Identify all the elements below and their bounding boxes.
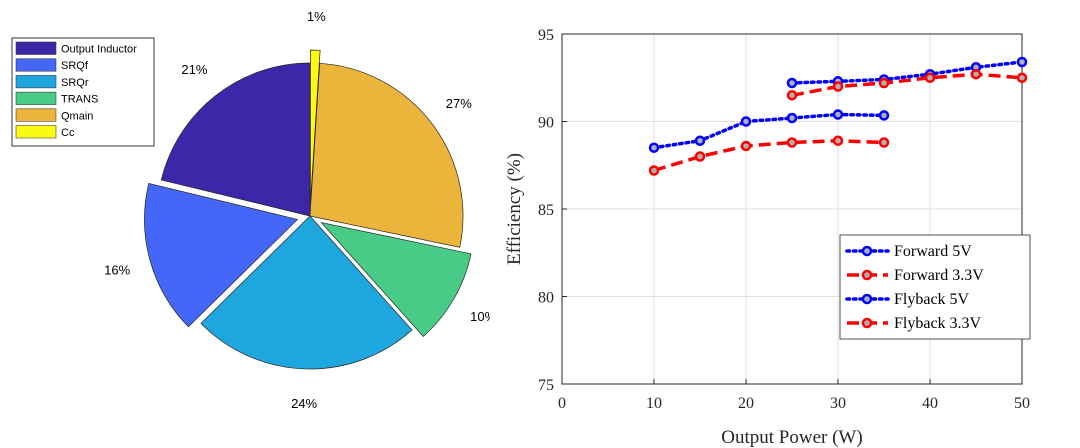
pie-label-srqr: 24% [291,396,317,411]
series-point-flyback-5v [832,109,844,120]
pie-slice-output-inductor [160,62,311,217]
series-point-forward-3-3v [832,81,844,92]
x-axis-title: Output Power (W) [721,427,862,448]
legend-label-forward-5v: Forward 5V [894,243,972,260]
pie-label-trans: 10% [470,309,490,324]
axis-ticks: 0 10 20 30 40 50 75 80 85 90 95 [538,27,1030,412]
y-tick-label: 80 [538,290,554,307]
pie-chart: 21% 16% 24% 10% 27% 1% Output Inductor SRQf SRQ… [11,9,490,411]
series-point-flyback-3-3v [694,151,706,162]
pie-legend-label-output-inductor: Output Inductor [61,44,137,56]
series-point-flyback-3-3v [786,137,798,148]
pie-legend-label-qmain: Qmain [61,110,93,122]
y-tick-label: 85 [538,202,554,219]
legend-marker-forward-3-3v [861,269,873,281]
series-point-flyback-5v [694,135,706,146]
pie-label-srqf: 16% [104,262,130,277]
legend-label-flyback-5v: Flyback 5V [894,291,970,308]
legend-label-forward-3-3v: Forward 3.3V [894,267,984,284]
pie-legend-swatch-srqr [15,75,57,89]
x-tick-label: 10 [646,395,662,412]
x-tick-label: 30 [830,395,846,412]
series-point-forward-3-3v [786,90,798,101]
pie-legend-swatch-qmain [15,108,57,122]
series-line-forward-3-3v [791,72,1023,98]
pie-slice-cc [310,49,321,204]
x-tick-label: 40 [922,395,938,412]
x-tick-label: 50 [1014,395,1030,412]
pie-slice-srqf [144,182,299,328]
legend-marker-flyback-3-3v [861,317,873,329]
series-line-forward-5v [790,60,1024,85]
pie-label-qmain: 27% [446,96,472,111]
x-tick-label: 20 [738,395,754,412]
pie-slice-srqr [200,215,413,370]
line-chart: 0 10 20 30 40 50 75 80 85 90 95 Output Power (W) E… [504,27,1031,448]
series-point-forward-3-3v [1016,72,1028,84]
legend-marker-flyback-5v [861,293,873,305]
y-tick-label: 75 [538,377,554,394]
y-tick-label: 95 [538,27,554,44]
pie-legend-swatch-cc [15,125,57,139]
pie-slices [144,49,472,370]
series-point-forward-5v [1016,56,1028,68]
series-point-flyback-5v [648,142,660,153]
pie-label-cc: 1% [307,9,326,24]
pie-legend-label-trans: TRANS [61,94,98,106]
series-point-flyback-3-3v [648,165,660,176]
x-tick-label: 0 [558,395,566,412]
pie-labels: 21% 16% 24% 10% 27% 1% [104,9,490,411]
y-tick-label: 90 [538,115,554,132]
series-point-forward-3-3v [924,72,936,84]
pie-legend-swatch-output-inductor [15,41,57,55]
pie-legend: Output Inductor SRQf SRQr TRANS Qmain Cc [11,37,155,147]
pie-legend-swatch-srqf [15,58,57,72]
series-line-flyback-5v [652,112,886,150]
pie-legend-swatch-trans [15,91,57,105]
pie-label-output-inductor: 21% [181,62,207,77]
series-point-forward-3-3v [878,77,890,89]
series-point-flyback-3-3v [878,137,890,148]
series-point-flyback-5v [786,112,798,124]
pie-legend-label-srqf: SRQf [61,60,89,72]
series-point-forward-5v [786,77,798,89]
pie-legend-label-srqr: SRQr [61,77,89,89]
pie-slice-qmain [309,62,464,248]
legend-label-flyback-3-3v: Flyback 3.3V [894,315,982,332]
y-axis-title: Efficiency (%) [504,153,525,265]
series-point-flyback-3-3v [832,135,844,146]
chart-series [648,56,1028,176]
legend-marker-forward-5v [861,245,873,257]
pie-legend-label-cc: Cc [61,127,75,139]
series-point-flyback-3-3v [740,140,752,152]
pie-slice-trans [320,221,472,338]
series-point-forward-3-3v [970,68,982,80]
series-line-flyback-3-3v [653,138,885,173]
series-point-flyback-5v [878,110,890,121]
series-point-flyback-5v [740,116,752,127]
line-legend: Forward 5V Forward 3.3V Flyback 5V Flyback … [839,234,1031,340]
